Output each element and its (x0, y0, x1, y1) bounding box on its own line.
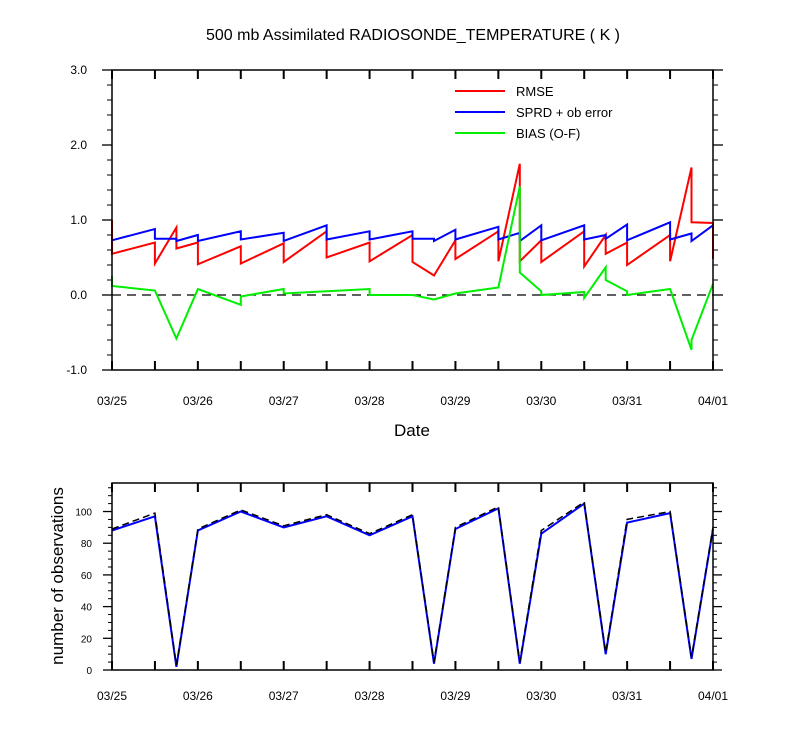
observations-solid-line (111, 501, 714, 667)
chart-title: 500 mb Assimilated RADIOSONDE_TEMPERATUR… (206, 27, 620, 44)
legend-label-rmse: RMSE (516, 84, 554, 99)
bottom-y-tick-label: 60 (81, 571, 93, 582)
bottom-y-tick-label: 20 (81, 634, 93, 645)
top-y-tick-label: 0.0 (70, 288, 87, 302)
series-line-bias-o-f (111, 186, 714, 351)
y-axis-label-observations: number of observations (48, 487, 67, 665)
top-y-tick-label: 2.0 (70, 138, 87, 152)
top-x-tick-label: 03/31 (612, 394, 642, 408)
bottom-x-tick-label: 03/31 (612, 689, 642, 703)
bottom-x-tick-label: 03/28 (355, 689, 385, 703)
bottom-chart-frame (111, 482, 714, 671)
top-x-tick-label: 03/26 (183, 394, 213, 408)
top-x-tick-label: 03/29 (440, 394, 470, 408)
bottom-chart-series (111, 500, 714, 667)
bottom-x-tick-label: 03/30 (526, 689, 556, 703)
bottom-chart-tick-labels: 03/25 03/26 03/27 03/28 03/29 03/30 03/31 04/01… (75, 508, 728, 703)
top-chart-frame (111, 69, 714, 371)
top-y-tick-label: -1.0 (66, 363, 87, 377)
top-x-tick-label: 03/30 (526, 394, 556, 408)
bottom-x-tick-label: 03/29 (440, 689, 470, 703)
bottom-y-tick-label: 40 (81, 603, 93, 614)
bottom-chart-axes (103, 483, 722, 671)
bottom-x-tick-label: 03/27 (269, 689, 299, 703)
top-x-tick-label: 03/27 (269, 394, 299, 408)
top-y-tick-label: 1.0 (70, 213, 87, 227)
top-x-tick-label: 04/01 (698, 394, 728, 408)
top-x-tick-label: 03/25 (97, 394, 127, 408)
top-y-tick-label: 3.0 (70, 63, 87, 77)
legend-label-sprd: SPRD + ob error (516, 105, 613, 120)
bottom-x-tick-label: 03/25 (97, 689, 127, 703)
legend-label-bias: BIAS (O-F) (516, 126, 580, 141)
legend: RMSE SPRD + ob error BIAS (O-F) (455, 84, 613, 141)
top-chart-tick-labels: 03/25 03/26 03/27 03/28 03/29 03/30 03/31 04/01… (66, 63, 728, 408)
series-line-rmse (111, 163, 714, 277)
top-chart-series (111, 163, 714, 351)
series-line-sprd-ob-error (111, 220, 714, 243)
bottom-y-tick-label: 0 (86, 666, 92, 677)
bottom-y-tick-label: 80 (81, 539, 93, 550)
bottom-y-tick-label: 100 (75, 508, 92, 519)
bottom-x-tick-label: 03/26 (183, 689, 213, 703)
observations-dashed-line (111, 500, 714, 666)
x-axis-label: Date (394, 421, 430, 440)
top-chart-axes (102, 69, 723, 371)
bottom-x-tick-label: 04/01 (698, 689, 728, 703)
top-x-tick-label: 03/28 (355, 394, 385, 408)
